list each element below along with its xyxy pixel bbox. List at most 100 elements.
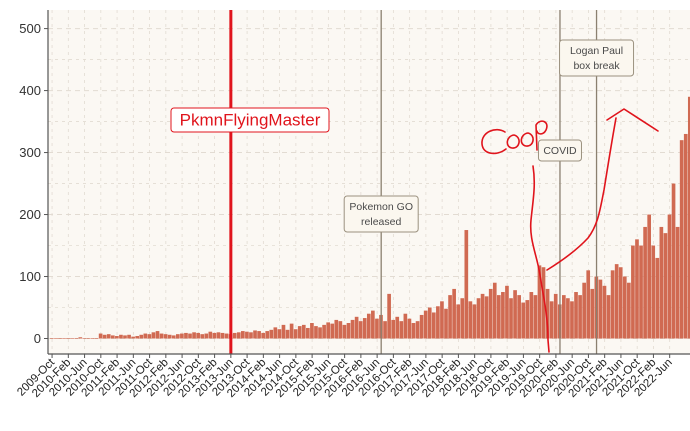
event-label-text: Pokemon GO [349,201,413,213]
bar [159,333,164,339]
bar [338,321,343,339]
bar [123,335,127,339]
bar [663,233,668,339]
axes [47,10,690,355]
bar [334,319,339,339]
bar [423,310,428,339]
bar [58,338,62,339]
bar [647,214,651,339]
event-label-text: COVID [543,145,577,157]
bar [115,336,119,339]
bar [517,295,521,339]
bar [232,332,237,339]
bar [216,332,221,339]
y-tick-label: 300 [19,145,41,160]
bar [460,298,465,339]
bar [106,334,111,339]
bar [192,332,196,339]
bar [314,326,318,339]
bar [444,308,448,339]
bar [224,333,229,339]
bar [427,307,432,339]
bar [472,304,477,339]
bar [163,334,168,339]
bar [586,270,591,339]
bar [464,230,469,339]
x-tick-labels: 2009-Oct2010-Feb2010-Jun2010-Oct2011-Feb… [15,354,675,400]
bar [391,319,396,339]
bar [131,336,135,339]
bar [220,332,225,339]
bar [86,338,91,339]
pen-stroke [520,132,534,147]
bar [147,334,152,339]
bar [671,183,676,339]
bar [74,338,79,339]
bar [399,321,404,339]
bar [261,332,265,339]
bar [350,319,355,339]
bar [598,279,603,339]
bar [643,226,647,339]
bar [407,318,412,339]
bar [50,338,54,339]
bar [257,331,261,339]
bar [180,333,184,339]
bar [513,290,517,339]
bar [269,329,274,339]
bar [501,292,505,339]
bar [326,322,330,339]
bar [188,333,192,339]
bar [452,288,456,339]
bar [635,239,639,339]
bar [285,329,290,339]
y-tick-label: 400 [19,83,41,98]
bar [342,324,347,339]
bar [436,306,440,339]
bar [606,295,611,339]
bar [505,285,509,339]
event-label-box [170,107,330,133]
bar [537,265,542,339]
bar [687,96,690,339]
pen-stroke [506,134,520,149]
bar [70,338,75,339]
bar [549,301,554,339]
bar [639,245,643,339]
bar [570,301,574,339]
bar [419,314,424,339]
bar [245,331,249,339]
pen-stroke [606,108,659,132]
bar [582,282,586,339]
bar [371,310,375,339]
event-label-box [537,139,582,162]
bar [468,301,473,339]
pen-stroke [535,120,548,151]
bar [403,313,408,339]
bar [330,323,335,339]
bar [488,288,493,339]
bar [614,264,619,339]
bar [167,334,172,339]
bar [184,332,188,339]
event-label-text: box break [573,60,620,72]
y-tick-label: 100 [19,269,41,284]
bar [545,288,550,339]
bar [476,298,481,339]
bar [509,298,513,339]
bar [90,338,95,339]
bar [297,326,302,339]
bar [293,329,298,339]
y-tick-label: 500 [19,21,41,36]
bar [208,331,213,339]
bar [281,324,286,339]
bar [480,293,485,339]
bar [277,329,282,339]
bar [415,321,420,339]
bar [456,304,461,339]
bar [98,333,103,339]
bar [346,323,351,339]
bar [94,338,99,339]
y-tick-label: 0 [34,331,41,346]
event-labels: PkmnFlyingMaster Pokemon GO released COVID L… [170,39,635,233]
